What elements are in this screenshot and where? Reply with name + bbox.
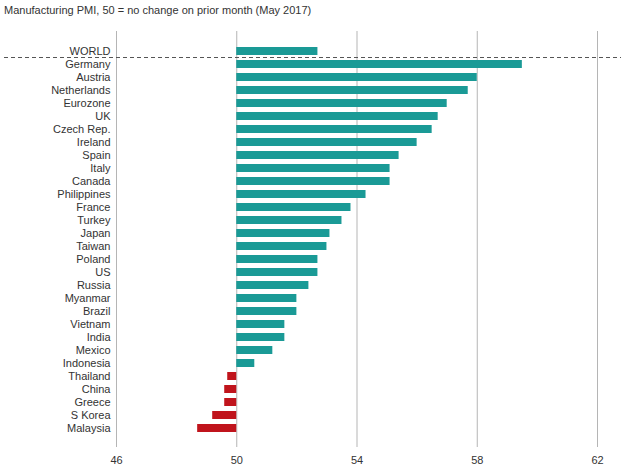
svg-text:Austria: Austria: [76, 71, 111, 83]
svg-text:WORLD: WORLD: [70, 45, 111, 57]
svg-text:Italy: Italy: [90, 162, 111, 174]
svg-text:Canada: Canada: [72, 175, 111, 187]
svg-text:Spain: Spain: [82, 149, 110, 161]
html-text:Manufacturing PMI, 50 = no cha: Manufacturing PMI, 50 = no change on pri…: [4, 4, 312, 16]
svg-text:62: 62: [591, 454, 603, 466]
svg-text:54: 54: [351, 454, 363, 466]
svg-text:Myanmar: Myanmar: [65, 292, 111, 304]
svg-text:China: China: [82, 383, 112, 395]
svg-text:Indonesia: Indonesia: [63, 357, 112, 369]
svg-text:Eurozone: Eurozone: [63, 97, 110, 109]
svg-text:Brazil: Brazil: [83, 305, 111, 317]
svg-text:Ireland: Ireland: [77, 136, 111, 148]
svg-text:US: US: [95, 266, 110, 278]
svg-text:50: 50: [231, 454, 243, 466]
svg-text:Taiwan: Taiwan: [76, 240, 110, 252]
svg-text:Vietnam: Vietnam: [70, 318, 110, 330]
svg-text:Malaysia: Malaysia: [67, 422, 111, 434]
svg-text:UK: UK: [95, 110, 111, 122]
svg-text:Russia: Russia: [77, 279, 112, 291]
svg-text:India: India: [87, 331, 112, 343]
svg-text:Greece: Greece: [74, 396, 110, 408]
svg-text:46: 46: [110, 454, 122, 466]
svg-text:Philippines: Philippines: [57, 188, 111, 200]
svg-text:Turkey: Turkey: [77, 214, 111, 226]
svg-text:58: 58: [471, 454, 483, 466]
svg-text:Thailand: Thailand: [68, 370, 110, 382]
svg-text:Netherlands: Netherlands: [51, 84, 111, 96]
svg-text:Czech Rep.: Czech Rep.: [53, 123, 110, 135]
svg-text:Japan: Japan: [81, 227, 111, 239]
svg-text:Mexico: Mexico: [76, 344, 111, 356]
svg-text:S Korea: S Korea: [71, 409, 112, 421]
svg-text:France: France: [76, 201, 110, 213]
svg-text:Poland: Poland: [76, 253, 110, 265]
svg-text:Germany: Germany: [65, 58, 111, 70]
